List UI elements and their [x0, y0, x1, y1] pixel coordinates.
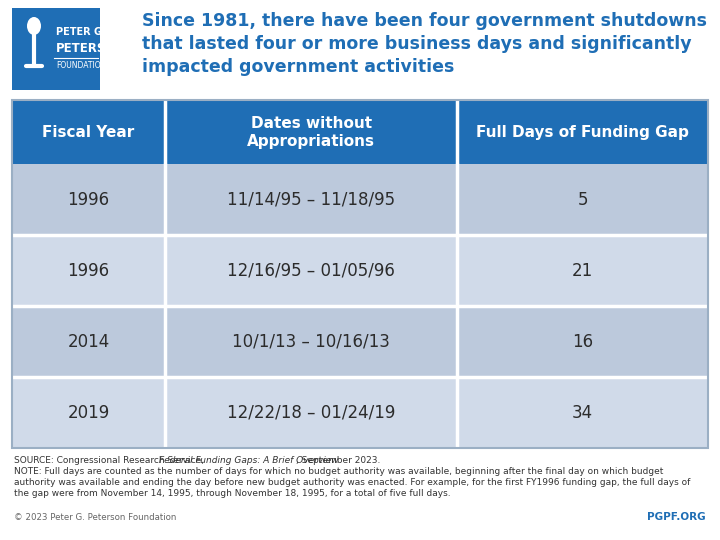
Bar: [457, 306, 708, 377]
Bar: [457, 100, 708, 164]
Bar: [12, 306, 165, 377]
Text: Federal Funding Gaps: A Brief Overview: Federal Funding Gaps: A Brief Overview: [159, 456, 338, 465]
Text: Dates without
Appropriations: Dates without Appropriations: [247, 116, 375, 148]
Text: PETERSON: PETERSON: [56, 43, 127, 56]
Bar: [165, 377, 457, 448]
Bar: [12, 377, 165, 448]
Bar: [12, 100, 708, 448]
Text: 5: 5: [577, 191, 588, 209]
Text: 16: 16: [572, 333, 593, 350]
Text: 2014: 2014: [68, 333, 109, 350]
Text: 34: 34: [572, 403, 593, 422]
Text: SOURCE: Congressional Research Service,: SOURCE: Congressional Research Service,: [14, 456, 207, 465]
Bar: [12, 8, 100, 90]
Bar: [12, 100, 165, 164]
Text: Since 1981, there have been four government shutdowns
that lasted four or more b: Since 1981, there have been four governm…: [142, 12, 707, 76]
Text: FOUNDATION: FOUNDATION: [56, 62, 107, 71]
Text: 10/1/13 – 10/16/13: 10/1/13 – 10/16/13: [233, 333, 390, 350]
Bar: [457, 164, 708, 235]
Text: 1996: 1996: [68, 191, 109, 209]
Text: 12/16/95 – 01/05/96: 12/16/95 – 01/05/96: [228, 262, 395, 280]
Bar: [165, 100, 457, 164]
Text: , September 2023.: , September 2023.: [297, 456, 381, 465]
Text: PGPF.ORG: PGPF.ORG: [647, 512, 706, 522]
Text: 1996: 1996: [68, 262, 109, 280]
Bar: [457, 377, 708, 448]
Bar: [12, 235, 165, 306]
Bar: [165, 164, 457, 235]
Bar: [12, 164, 165, 235]
Bar: [457, 235, 708, 306]
Text: PETER G.: PETER G.: [56, 27, 106, 37]
Text: Fiscal Year: Fiscal Year: [42, 125, 135, 140]
Text: NOTE: Full days are counted as the number of days for which no budget authority : NOTE: Full days are counted as the numbe…: [14, 467, 663, 476]
Bar: [165, 306, 457, 377]
Bar: [165, 235, 457, 306]
Text: authority was available and ending the day before new budget authority was enact: authority was available and ending the d…: [14, 478, 690, 487]
Text: © 2023 Peter G. Peterson Foundation: © 2023 Peter G. Peterson Foundation: [14, 513, 176, 522]
Text: Full Days of Funding Gap: Full Days of Funding Gap: [477, 125, 689, 140]
Text: 2019: 2019: [68, 403, 109, 422]
Text: 11/14/95 – 11/18/95: 11/14/95 – 11/18/95: [228, 191, 395, 209]
Text: 21: 21: [572, 262, 593, 280]
Ellipse shape: [27, 17, 41, 35]
Text: 12/22/18 – 01/24/19: 12/22/18 – 01/24/19: [227, 403, 395, 422]
Text: the gap were from November 14, 1995, through November 18, 1995, for a total of f: the gap were from November 14, 1995, thr…: [14, 489, 451, 498]
